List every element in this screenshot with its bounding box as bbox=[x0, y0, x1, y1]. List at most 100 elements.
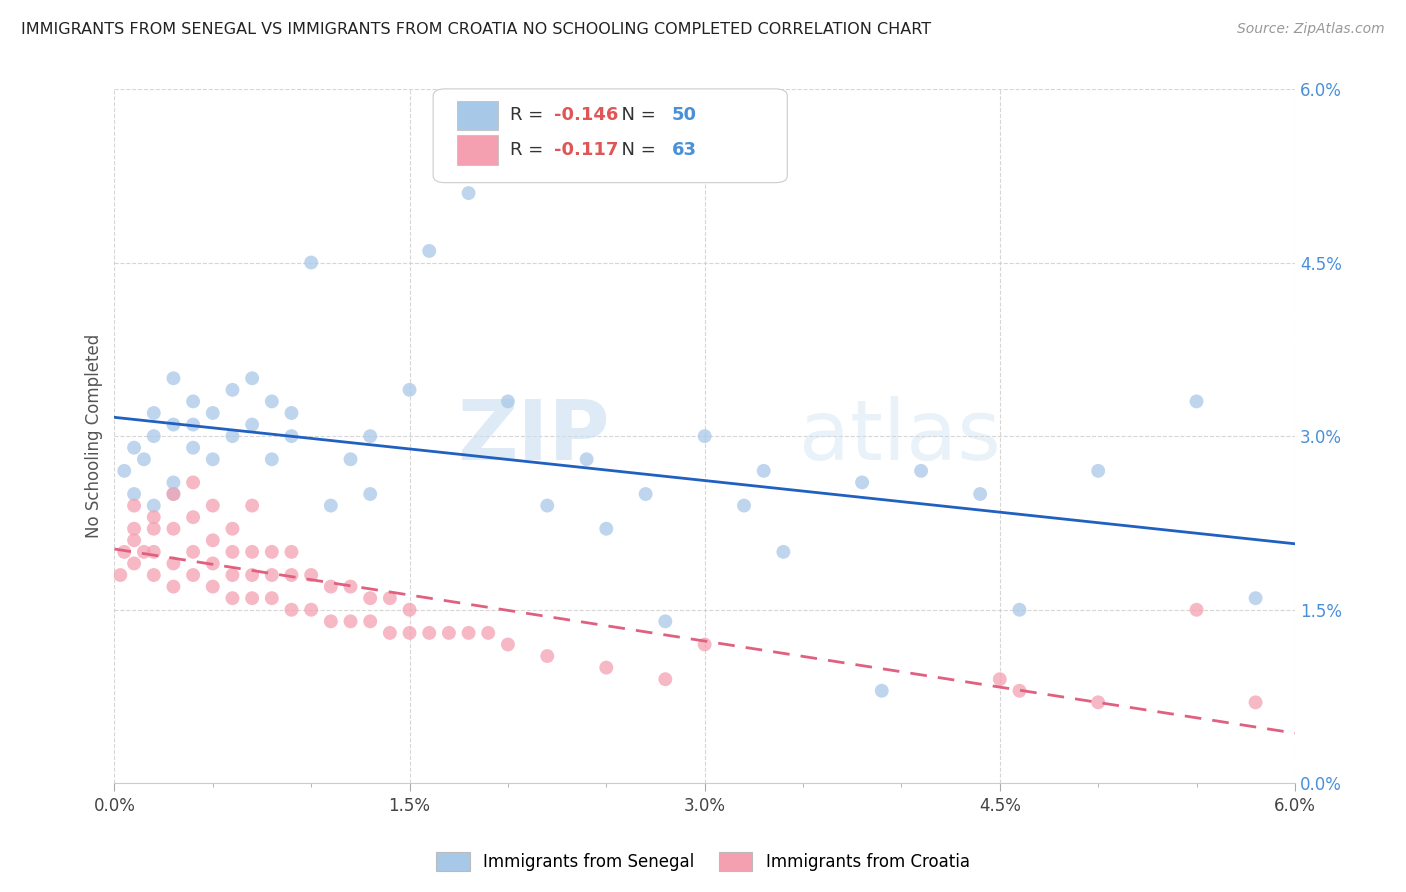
Point bbox=[319, 580, 342, 594]
Point bbox=[280, 406, 302, 420]
Point bbox=[162, 580, 184, 594]
Point bbox=[181, 475, 204, 490]
Point bbox=[240, 545, 263, 559]
Point bbox=[280, 545, 302, 559]
Point bbox=[870, 683, 893, 698]
Point bbox=[437, 626, 460, 640]
Point bbox=[240, 371, 263, 385]
Point bbox=[339, 580, 361, 594]
Point bbox=[162, 371, 184, 385]
Point bbox=[359, 487, 381, 501]
Point bbox=[733, 499, 755, 513]
Text: IMMIGRANTS FROM SENEGAL VS IMMIGRANTS FROM CROATIA NO SCHOOLING COMPLETED CORREL: IMMIGRANTS FROM SENEGAL VS IMMIGRANTS FR… bbox=[21, 22, 931, 37]
Legend: Immigrants from Senegal, Immigrants from Croatia: Immigrants from Senegal, Immigrants from… bbox=[427, 843, 979, 880]
Point bbox=[240, 568, 263, 582]
Point bbox=[122, 533, 145, 548]
Point bbox=[1185, 603, 1208, 617]
Point bbox=[181, 545, 204, 559]
Point bbox=[122, 441, 145, 455]
Point bbox=[112, 545, 135, 559]
Point bbox=[260, 394, 283, 409]
Point bbox=[122, 487, 145, 501]
Point bbox=[280, 603, 302, 617]
Point bbox=[142, 510, 165, 524]
Y-axis label: No Schooling Completed: No Schooling Completed bbox=[86, 334, 103, 538]
Point bbox=[359, 429, 381, 443]
Point bbox=[477, 626, 499, 640]
Point bbox=[110, 568, 132, 582]
Point bbox=[496, 638, 519, 652]
Point bbox=[457, 186, 479, 200]
Point bbox=[181, 441, 204, 455]
FancyBboxPatch shape bbox=[457, 136, 498, 165]
Point bbox=[969, 487, 991, 501]
Point bbox=[122, 499, 145, 513]
Point bbox=[142, 568, 165, 582]
Point bbox=[319, 615, 342, 629]
Point bbox=[162, 487, 184, 501]
Text: -0.117: -0.117 bbox=[554, 141, 619, 159]
Point bbox=[378, 626, 401, 640]
Point bbox=[595, 522, 617, 536]
Point bbox=[772, 545, 794, 559]
Point bbox=[418, 626, 440, 640]
Point bbox=[221, 383, 243, 397]
Text: N =: N = bbox=[610, 106, 662, 124]
Point bbox=[221, 545, 243, 559]
Point bbox=[654, 672, 676, 686]
Point bbox=[221, 429, 243, 443]
Point bbox=[162, 417, 184, 432]
Point bbox=[319, 499, 342, 513]
Point bbox=[240, 591, 263, 606]
Point bbox=[693, 638, 716, 652]
Point bbox=[398, 626, 420, 640]
Text: N =: N = bbox=[610, 141, 662, 159]
Point bbox=[1008, 683, 1031, 698]
Point bbox=[575, 452, 598, 467]
Text: Source: ZipAtlas.com: Source: ZipAtlas.com bbox=[1237, 22, 1385, 37]
Text: atlas: atlas bbox=[799, 396, 1001, 476]
Point bbox=[378, 591, 401, 606]
Point bbox=[280, 568, 302, 582]
Point bbox=[1244, 591, 1267, 606]
Point bbox=[457, 626, 479, 640]
Point bbox=[536, 648, 558, 663]
Point bbox=[240, 417, 263, 432]
Point bbox=[181, 394, 204, 409]
Point bbox=[1244, 695, 1267, 709]
Point bbox=[299, 603, 322, 617]
Point bbox=[359, 591, 381, 606]
Point bbox=[162, 522, 184, 536]
Text: 50: 50 bbox=[672, 106, 696, 124]
Point bbox=[693, 429, 716, 443]
Point bbox=[988, 672, 1011, 686]
Point bbox=[142, 522, 165, 536]
Point bbox=[851, 475, 873, 490]
Point bbox=[260, 591, 283, 606]
Text: R =: R = bbox=[510, 106, 548, 124]
Point bbox=[201, 452, 224, 467]
Point bbox=[595, 660, 617, 674]
Point bbox=[112, 464, 135, 478]
Point bbox=[162, 487, 184, 501]
Point bbox=[142, 406, 165, 420]
Point bbox=[359, 615, 381, 629]
Point bbox=[536, 499, 558, 513]
Point bbox=[1087, 464, 1109, 478]
Point bbox=[221, 568, 243, 582]
Point bbox=[398, 603, 420, 617]
Point bbox=[201, 580, 224, 594]
Point bbox=[260, 568, 283, 582]
Point bbox=[201, 499, 224, 513]
Text: ZIP: ZIP bbox=[458, 396, 610, 476]
Point bbox=[752, 464, 775, 478]
Point bbox=[181, 568, 204, 582]
Point bbox=[299, 568, 322, 582]
Text: -0.146: -0.146 bbox=[554, 106, 619, 124]
Point bbox=[418, 244, 440, 258]
Point bbox=[162, 557, 184, 571]
Point bbox=[132, 545, 155, 559]
Point bbox=[260, 545, 283, 559]
Point bbox=[910, 464, 932, 478]
Point bbox=[339, 452, 361, 467]
